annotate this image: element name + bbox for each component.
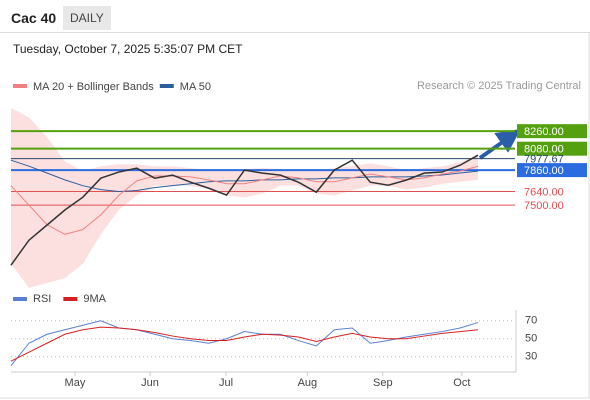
credit: Research © 2025 Trading Central	[417, 80, 581, 92]
level-box	[517, 141, 587, 156]
legend-swatch	[63, 297, 78, 301]
legend-swatch	[13, 84, 27, 88]
x-tick-label: Jun	[141, 377, 159, 389]
level-label: 7640.00	[524, 186, 564, 198]
ma-line	[10, 165, 479, 235]
y-tick-label: 30	[525, 351, 537, 363]
level-label: 7977.67	[524, 154, 564, 166]
legend-label: RSI	[33, 293, 51, 305]
ma-line	[10, 159, 479, 193]
x-tick-label: Sep	[373, 377, 393, 389]
level-box	[517, 124, 587, 139]
legend-label: 9MA	[83, 293, 106, 305]
legend-label: MA 50	[180, 81, 211, 93]
x-tick-label: Aug	[298, 377, 318, 389]
title: Cac 40	[11, 10, 57, 26]
interval[interactable]: DAILY	[63, 6, 111, 30]
level-label: 7500.00	[524, 200, 564, 212]
divider	[0, 32, 590, 33]
x-tick-label: May	[65, 377, 86, 389]
level-label: 8260.00	[524, 126, 564, 138]
legend-swatch	[13, 297, 27, 301]
level-box	[517, 163, 587, 178]
x-tick-label: Jul	[219, 377, 233, 389]
rsi-line	[10, 320, 479, 367]
timestamp: Tuesday, October 7, 2025 5:35:07 PM CET	[13, 42, 243, 56]
legend-label: MA 20 + Bollinger Bands	[33, 81, 154, 93]
rsi-line	[10, 326, 479, 362]
legend-swatch	[159, 84, 174, 88]
bollinger-band	[11, 107, 478, 288]
price-line	[10, 154, 479, 266]
level-label: 7860.00	[524, 165, 564, 177]
y-tick-label: 70	[525, 315, 537, 327]
level-label: 8080.00	[524, 144, 564, 156]
x-tick-label: Oct	[453, 377, 470, 389]
y-tick-label: 50	[525, 333, 537, 345]
trend-arrow	[478, 129, 521, 160]
